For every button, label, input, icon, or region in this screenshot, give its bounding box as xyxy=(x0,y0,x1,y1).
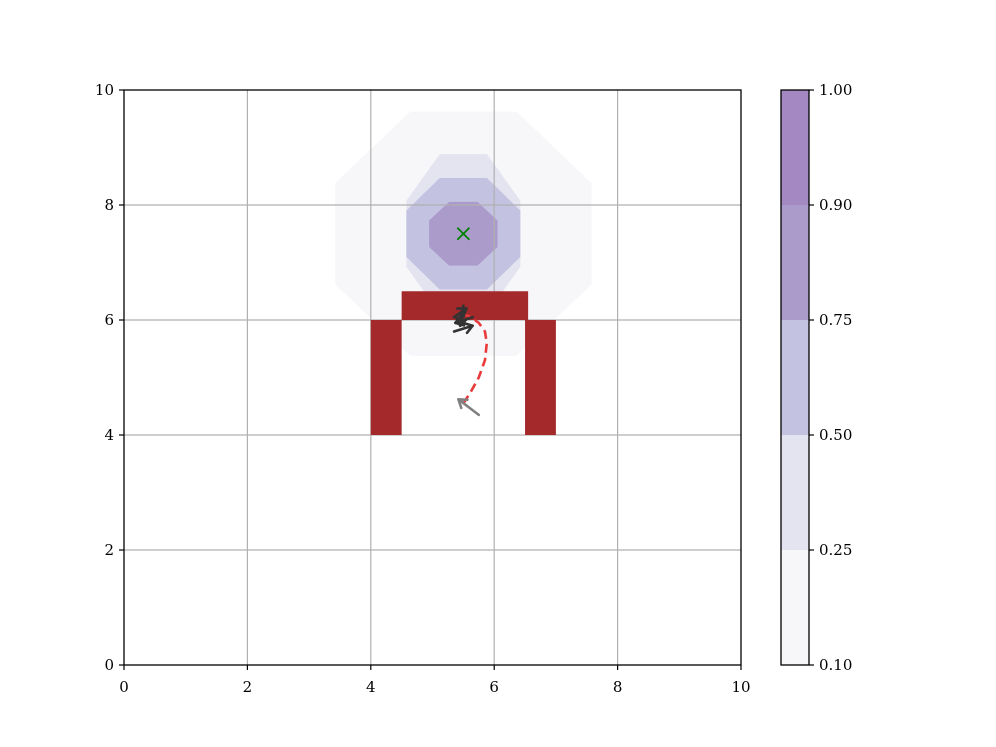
y-tick-label: 4 xyxy=(104,426,114,444)
x-axis-ticks: 0 2 4 6 8 10 xyxy=(119,665,751,696)
obstacles xyxy=(370,291,556,435)
obstacle-1 xyxy=(370,320,402,435)
arrow-shaft xyxy=(457,398,481,417)
y-axis-ticks: 0 2 4 6 8 10 xyxy=(95,81,124,674)
goal-x-stroke-b xyxy=(456,227,470,241)
x-tick-label: 4 xyxy=(366,678,376,696)
arrow-head xyxy=(462,321,474,335)
colorbar-band-4 xyxy=(781,90,809,205)
x-tick-label: 8 xyxy=(613,678,623,696)
colorbar-tick-label: 0.90 xyxy=(819,196,852,214)
heading-arrows xyxy=(452,304,481,417)
colorbar xyxy=(781,90,809,665)
colorbar-tick-label: 1.00 xyxy=(819,81,852,99)
arrow-4 xyxy=(452,321,474,335)
colorbar-band-0 xyxy=(781,550,809,665)
arrow-head xyxy=(456,307,468,319)
goal-marker xyxy=(456,227,470,241)
arrow-3 xyxy=(454,314,474,327)
y-tick-label: 8 xyxy=(104,196,114,214)
colorbar-tick-label: 0.75 xyxy=(819,311,852,329)
trajectory xyxy=(462,313,489,405)
arrow-0 xyxy=(457,398,481,417)
axes-frame xyxy=(123,89,742,666)
colorbar-frame xyxy=(780,89,810,666)
x-tick-label: 10 xyxy=(731,678,750,696)
y-tick-label: 10 xyxy=(95,81,114,99)
arrow-shaft xyxy=(452,307,468,319)
colorbar-tick-label: 0.50 xyxy=(819,426,852,444)
obstacle-2 xyxy=(525,320,556,435)
colorbar-band-3 xyxy=(781,205,809,320)
trajectory-line xyxy=(462,313,489,405)
arrow-shaft xyxy=(454,315,474,325)
y-tick-label: 0 xyxy=(104,656,114,674)
colorbar-tick-label: 0.25 xyxy=(819,541,852,559)
arrow-shaft xyxy=(452,324,474,333)
colorbar-ticks: 0.10 0.25 0.50 0.75 0.90 1.00 xyxy=(809,81,852,674)
arrow-1 xyxy=(452,307,468,319)
x-tick-label: 6 xyxy=(489,678,499,696)
arrow-head xyxy=(454,314,466,327)
colorbar-tick-label: 0.10 xyxy=(819,656,852,674)
arrow-head xyxy=(457,398,469,410)
colorbar-band-2 xyxy=(781,320,809,435)
colorbar-band-1 xyxy=(781,435,809,550)
x-tick-label: 2 xyxy=(243,678,253,696)
x-tick-label: 0 xyxy=(119,678,129,696)
y-tick-label: 6 xyxy=(104,311,114,329)
y-tick-label: 2 xyxy=(104,541,114,559)
